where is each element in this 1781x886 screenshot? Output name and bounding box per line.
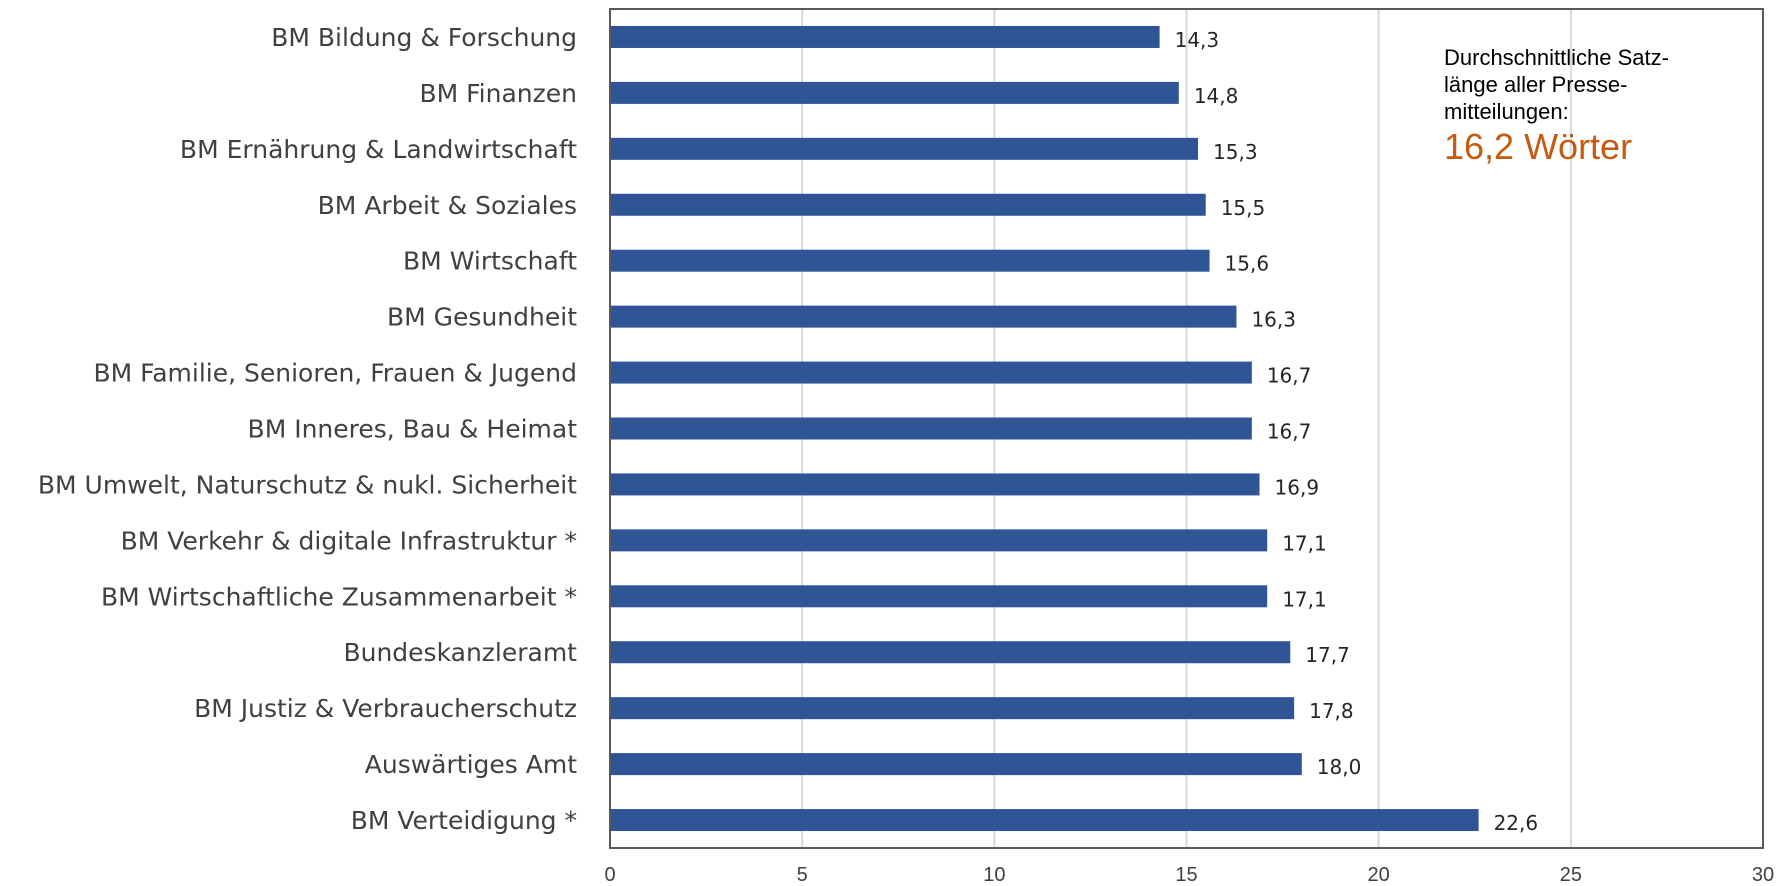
x-tick-label: 25 bbox=[1560, 864, 1582, 886]
category-label: BM Ernährung & Landwirtschaft bbox=[180, 135, 577, 164]
bar-value-label: 17,8 bbox=[1309, 699, 1354, 723]
bar bbox=[610, 249, 1210, 272]
bar-value-label: 16,3 bbox=[1251, 308, 1296, 332]
bar bbox=[610, 137, 1199, 160]
bar bbox=[610, 305, 1237, 328]
category-label: BM Umwelt, Naturschutz & nukl. Sicherhei… bbox=[38, 470, 577, 499]
plot-frame bbox=[609, 8, 1764, 849]
category-label: BM Verteidigung * bbox=[351, 806, 577, 835]
value-labels: 14,3 14,8 15,3 15,5 15,6 16,3 16,7 16,7 16,9 17,1… bbox=[1175, 28, 1539, 835]
bar-value-label: 16,7 bbox=[1267, 420, 1312, 444]
bar bbox=[610, 529, 1268, 552]
category-label: BM Arbeit & Soziales bbox=[318, 191, 577, 220]
category-label: BM Wirtschaft bbox=[403, 247, 577, 276]
bar-value-label: 17,1 bbox=[1282, 531, 1327, 555]
category-labels: BM Bildung & Forschung BM Finanzen BM Ernä… bbox=[38, 23, 577, 835]
category-label: Auswärtiges Amt bbox=[365, 750, 577, 779]
bar bbox=[610, 697, 1295, 720]
bar-value-label: 16,9 bbox=[1275, 475, 1320, 499]
bar bbox=[610, 25, 1160, 48]
bar bbox=[610, 417, 1252, 440]
category-label: BM Gesundheit bbox=[387, 303, 577, 332]
bar-value-label: 15,6 bbox=[1225, 252, 1270, 276]
plot-border bbox=[609, 8, 1764, 849]
bars bbox=[610, 25, 1479, 832]
bar-value-label: 15,5 bbox=[1221, 196, 1266, 220]
category-label: BM Inneres, Bau & Heimat bbox=[248, 415, 578, 444]
average-annotation: Durchschnittliche Satz- länge aller Pres… bbox=[1444, 44, 1724, 169]
bar bbox=[610, 641, 1291, 664]
annotation-line-3: mitteilungen: bbox=[1444, 99, 1569, 124]
category-label: Bundeskanzleramt bbox=[343, 638, 577, 667]
bar-value-label: 14,8 bbox=[1194, 84, 1239, 108]
bar bbox=[610, 809, 1479, 832]
bar-value-label: 16,7 bbox=[1267, 364, 1312, 388]
x-tick-label: 30 bbox=[1752, 864, 1774, 886]
bar bbox=[610, 585, 1268, 608]
bar bbox=[610, 753, 1302, 776]
category-label: BM Finanzen bbox=[419, 79, 577, 108]
bar bbox=[610, 81, 1179, 104]
annotation-line-2: länge aller Presse- bbox=[1444, 72, 1628, 97]
x-tick-label: 10 bbox=[983, 864, 1005, 886]
category-label: BM Bildung & Forschung bbox=[271, 23, 577, 52]
x-axis-tick-labels: 0 5 10 15 20 25 30 bbox=[604, 864, 1774, 886]
x-tick-label: 0 bbox=[604, 864, 615, 886]
category-label: BM Verkehr & digitale Infrastruktur * bbox=[121, 526, 577, 555]
bar-value-label: 22,6 bbox=[1494, 811, 1539, 835]
bar-value-label: 17,1 bbox=[1282, 587, 1327, 611]
x-tick-label: 5 bbox=[797, 864, 808, 886]
bar-value-label: 17,7 bbox=[1305, 643, 1350, 667]
bar-value-label: 15,3 bbox=[1213, 140, 1258, 164]
bar bbox=[610, 193, 1206, 216]
category-label: BM Justiz & Verbraucherschutz bbox=[194, 694, 577, 723]
bar bbox=[610, 361, 1252, 384]
bar bbox=[610, 473, 1260, 496]
category-label: BM Wirtschaftliche Zusammenarbeit * bbox=[101, 582, 577, 611]
bar-value-label: 18,0 bbox=[1317, 755, 1362, 779]
annotation-line-1: Durchschnittliche Satz- bbox=[1444, 45, 1669, 70]
x-tick-label: 20 bbox=[1368, 864, 1390, 886]
x-tick-label: 15 bbox=[1175, 864, 1197, 886]
bar-value-label: 14,3 bbox=[1175, 28, 1220, 52]
category-label: BM Familie, Senioren, Frauen & Jugend bbox=[93, 359, 577, 388]
annotation-highlight-value: 16,2 Wörter bbox=[1444, 126, 1633, 167]
